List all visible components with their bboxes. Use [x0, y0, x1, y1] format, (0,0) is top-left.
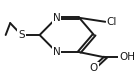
Text: N: N: [53, 13, 61, 23]
Text: O: O: [90, 63, 98, 73]
Text: OH: OH: [119, 52, 135, 62]
Text: Cl: Cl: [106, 17, 117, 27]
Text: N: N: [53, 47, 61, 57]
Text: S: S: [18, 30, 25, 40]
